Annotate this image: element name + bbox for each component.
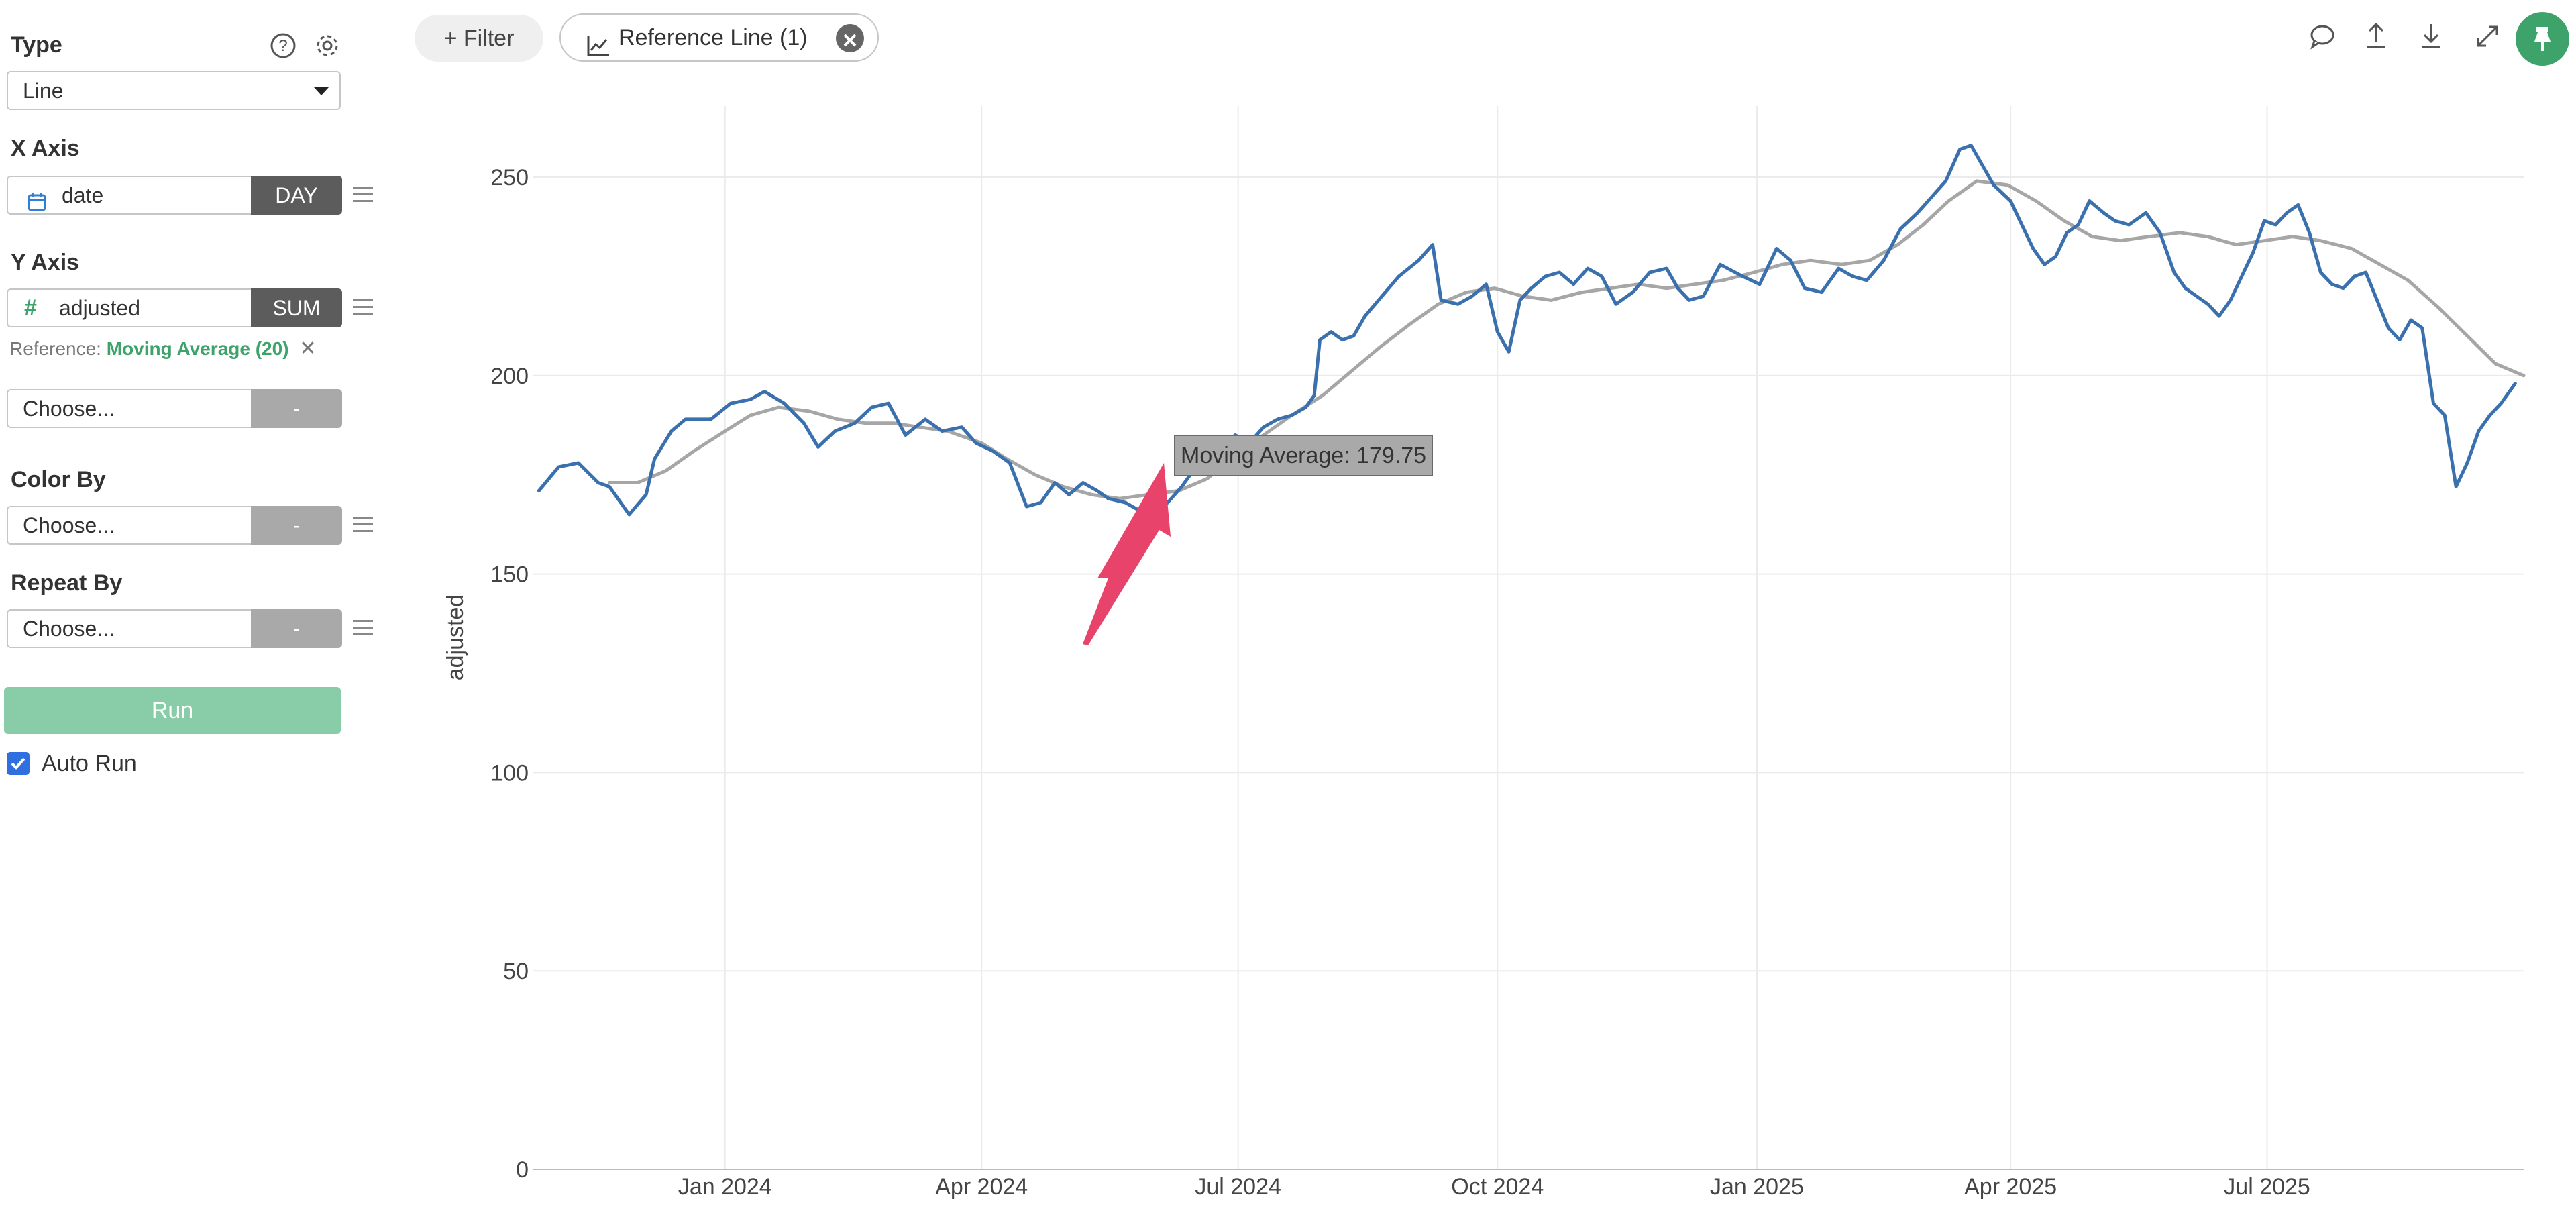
reference-prefix: Reference:	[9, 338, 101, 359]
y-axis-row: # adjusted SUM	[7, 288, 342, 327]
reference-line-pill[interactable]: Reference Line (1)	[559, 13, 879, 62]
extra-y-field-value: Choose...	[23, 397, 115, 421]
y-axis-field-value: adjusted	[59, 296, 140, 320]
y-tick-label: 200	[490, 364, 529, 389]
expand-icon[interactable]	[2471, 20, 2504, 52]
extra-y-field[interactable]: Choose...	[7, 389, 251, 428]
x-axis-field[interactable]: date	[7, 176, 251, 215]
svg-text:?: ?	[278, 37, 287, 55]
repeat-by-section-label: Repeat By	[11, 570, 123, 596]
extra-y-aggregation-button[interactable]: -	[251, 389, 342, 428]
y-axis-section-label: Y Axis	[11, 250, 80, 275]
y-tick-label: 150	[490, 562, 529, 588]
adjusted-series-line	[537, 144, 2517, 517]
x-axis-section-label: X Axis	[11, 136, 80, 161]
checkmark-icon	[11, 757, 25, 770]
repeat-by-field-value: Choose...	[23, 617, 115, 641]
comment-icon[interactable]	[2306, 20, 2339, 52]
close-icon[interactable]	[836, 24, 864, 52]
auto-run-label: Auto Run	[42, 750, 137, 776]
repeat-by-field[interactable]: Choose...	[7, 609, 251, 648]
y-axis-menu-icon[interactable]	[353, 299, 373, 317]
x-tick-label: Jul 2024	[1195, 1174, 1281, 1200]
x-tick-label: Apr 2025	[1964, 1174, 2057, 1200]
x-tick-label: Jan 2025	[1710, 1174, 1804, 1200]
x-tick-label: Oct 2024	[1451, 1174, 1544, 1200]
repeat-by-option-button[interactable]: -	[251, 609, 342, 648]
y-tick-label: 0	[516, 1157, 529, 1183]
color-by-row: Choose... -	[7, 506, 342, 545]
x-axis-field-value: date	[62, 183, 104, 207]
auto-run-checkbox[interactable]	[7, 752, 30, 775]
dropdown-caret-icon	[314, 87, 329, 95]
y-tick-label: 100	[490, 760, 529, 786]
remove-reference-icon[interactable]: ✕	[299, 337, 317, 360]
repeat-by-menu-icon[interactable]	[353, 620, 373, 637]
chart-tooltip: Moving Average: 179.75	[1174, 435, 1434, 476]
line-chart-icon	[586, 27, 610, 72]
download-icon[interactable]	[2415, 20, 2447, 52]
x-axis-aggregation-button[interactable]: DAY	[251, 176, 342, 215]
y-axis-label: adjusted	[443, 594, 468, 681]
chart-type-select[interactable]: Line	[7, 71, 341, 110]
add-filter-button[interactable]: + Filter	[415, 15, 543, 62]
pin-icon	[2534, 27, 2551, 51]
calendar-icon	[27, 187, 47, 223]
reference-line-pill-label: Reference Line (1)	[619, 25, 808, 50]
y-tick-label: 50	[503, 959, 529, 984]
color-by-field-value: Choose...	[23, 513, 115, 537]
color-by-option-button[interactable]: -	[251, 506, 342, 545]
moving-average-series-line	[608, 179, 2526, 500]
x-axis-row: date DAY	[7, 176, 342, 215]
chart-config-sidebar: Type ? Line X Axis date DAY Y Axis # adj…	[0, 0, 396, 1213]
settings-gear-icon[interactable]	[311, 30, 343, 62]
y-axis-aggregation-button[interactable]: SUM	[251, 288, 342, 327]
x-axis-menu-icon[interactable]	[353, 187, 373, 204]
auto-run-row: Auto Run	[7, 750, 137, 777]
repeat-by-row: Choose... -	[7, 609, 342, 648]
color-by-section-label: Color By	[11, 467, 106, 492]
help-icon[interactable]: ?	[267, 30, 299, 62]
color-by-menu-icon[interactable]	[353, 517, 373, 534]
chart-type-value: Line	[23, 78, 64, 103]
x-tick-label: Jul 2025	[2224, 1174, 2310, 1200]
y-tick-label: 250	[490, 165, 529, 191]
reference-line-info: Reference: Moving Average (20) ✕	[9, 337, 316, 360]
y-axis-field[interactable]: # adjusted	[7, 288, 251, 327]
numeric-hash-icon: #	[24, 295, 37, 321]
type-section-label: Type	[11, 32, 62, 58]
annotation-arrow-icon	[1083, 463, 1171, 645]
extra-y-row: Choose... -	[7, 389, 342, 428]
x-tick-label: Apr 2024	[935, 1174, 1028, 1200]
reference-value-link[interactable]: Moving Average (20)	[106, 338, 289, 359]
color-by-field[interactable]: Choose...	[7, 506, 251, 545]
pin-button[interactable]	[2516, 12, 2569, 66]
run-button[interactable]: Run	[4, 687, 341, 734]
upload-icon[interactable]	[2360, 20, 2392, 52]
x-tick-label: Jan 2024	[678, 1174, 772, 1200]
